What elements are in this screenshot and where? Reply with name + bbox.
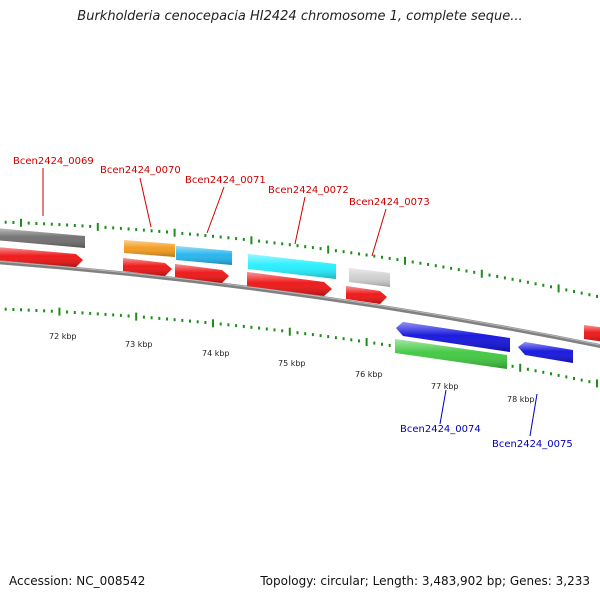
- gene-label-bcen2424-0074[interactable]: Bcen2424_0074: [400, 424, 481, 435]
- scale-label-76kbp: 76 kbp: [355, 370, 383, 379]
- gene-bcen2424-0072-feature[interactable]: [248, 254, 336, 279]
- gene-label-bcen2424-0072[interactable]: Bcen2424_0072: [268, 185, 349, 196]
- gene-label-bcen2424-0073[interactable]: Bcen2424_0073: [349, 197, 430, 208]
- scale-label-78kbp: 78 kbp: [507, 395, 535, 404]
- cds-arrow-0073[interactable]: [346, 286, 387, 304]
- scale-label-73kbp: 73 kbp: [125, 340, 153, 349]
- gene-bcen2424-0075-feature[interactable]: [518, 342, 573, 363]
- gene-label-bcen2424-0069[interactable]: Bcen2424_0069: [13, 156, 94, 167]
- upper-tick-ring: [4, 218, 598, 298]
- cds-arrow-0071[interactable]: [175, 264, 229, 283]
- gene-bcen2424-0070-feature[interactable]: [124, 240, 175, 257]
- gene-label-bcen2424-0071[interactable]: Bcen2424_0071: [185, 175, 266, 186]
- cds-arrow-0070[interactable]: [123, 258, 172, 276]
- cds-arrow-0074[interactable]: [395, 339, 507, 369]
- accession-text: Accession: NC_008542: [9, 574, 146, 588]
- cds-arrow-edge[interactable]: [584, 325, 600, 342]
- cds-arrow-0072[interactable]: [247, 272, 332, 296]
- gene-label-bcen2424-0075[interactable]: Bcen2424_0075: [492, 439, 573, 450]
- gene-labels: Bcen2424_0069 Bcen2424_0070 Bcen2424_007…: [13, 156, 573, 450]
- scale-label-77kbp: 77 kbp: [431, 382, 459, 391]
- scale-label-74kbp: 74 kbp: [202, 349, 230, 358]
- gene-bcen2424-0073-feature[interactable]: [349, 268, 390, 287]
- gene-bcen2424-0074-feature[interactable]: [396, 322, 510, 352]
- topology-text: Topology: circular; Length: 3,483,902 bp…: [260, 574, 590, 588]
- gene-label-bcen2424-0070[interactable]: Bcen2424_0070: [100, 165, 181, 176]
- gene-bcen2424-0071-feature[interactable]: [176, 246, 232, 265]
- gene-bcen2424-0069-feature[interactable]: [0, 228, 85, 248]
- scale-label-72kbp: 72 kbp: [49, 332, 77, 341]
- scale-label-75kbp: 75 kbp: [278, 359, 306, 368]
- scale-labels: 72 kbp 73 kbp 74 kbp 75 kbp 76 kbp 77 kb…: [49, 332, 535, 404]
- cds-arrow-0069[interactable]: [0, 247, 83, 267]
- label-leader-lines: [42, 168, 538, 437]
- chromosome-backbone: [0, 260, 600, 349]
- chromosome-backbone-highlight: [0, 260, 600, 346]
- genome-title: Burkholderia cenocepacia HI2424 chromoso…: [77, 9, 523, 24]
